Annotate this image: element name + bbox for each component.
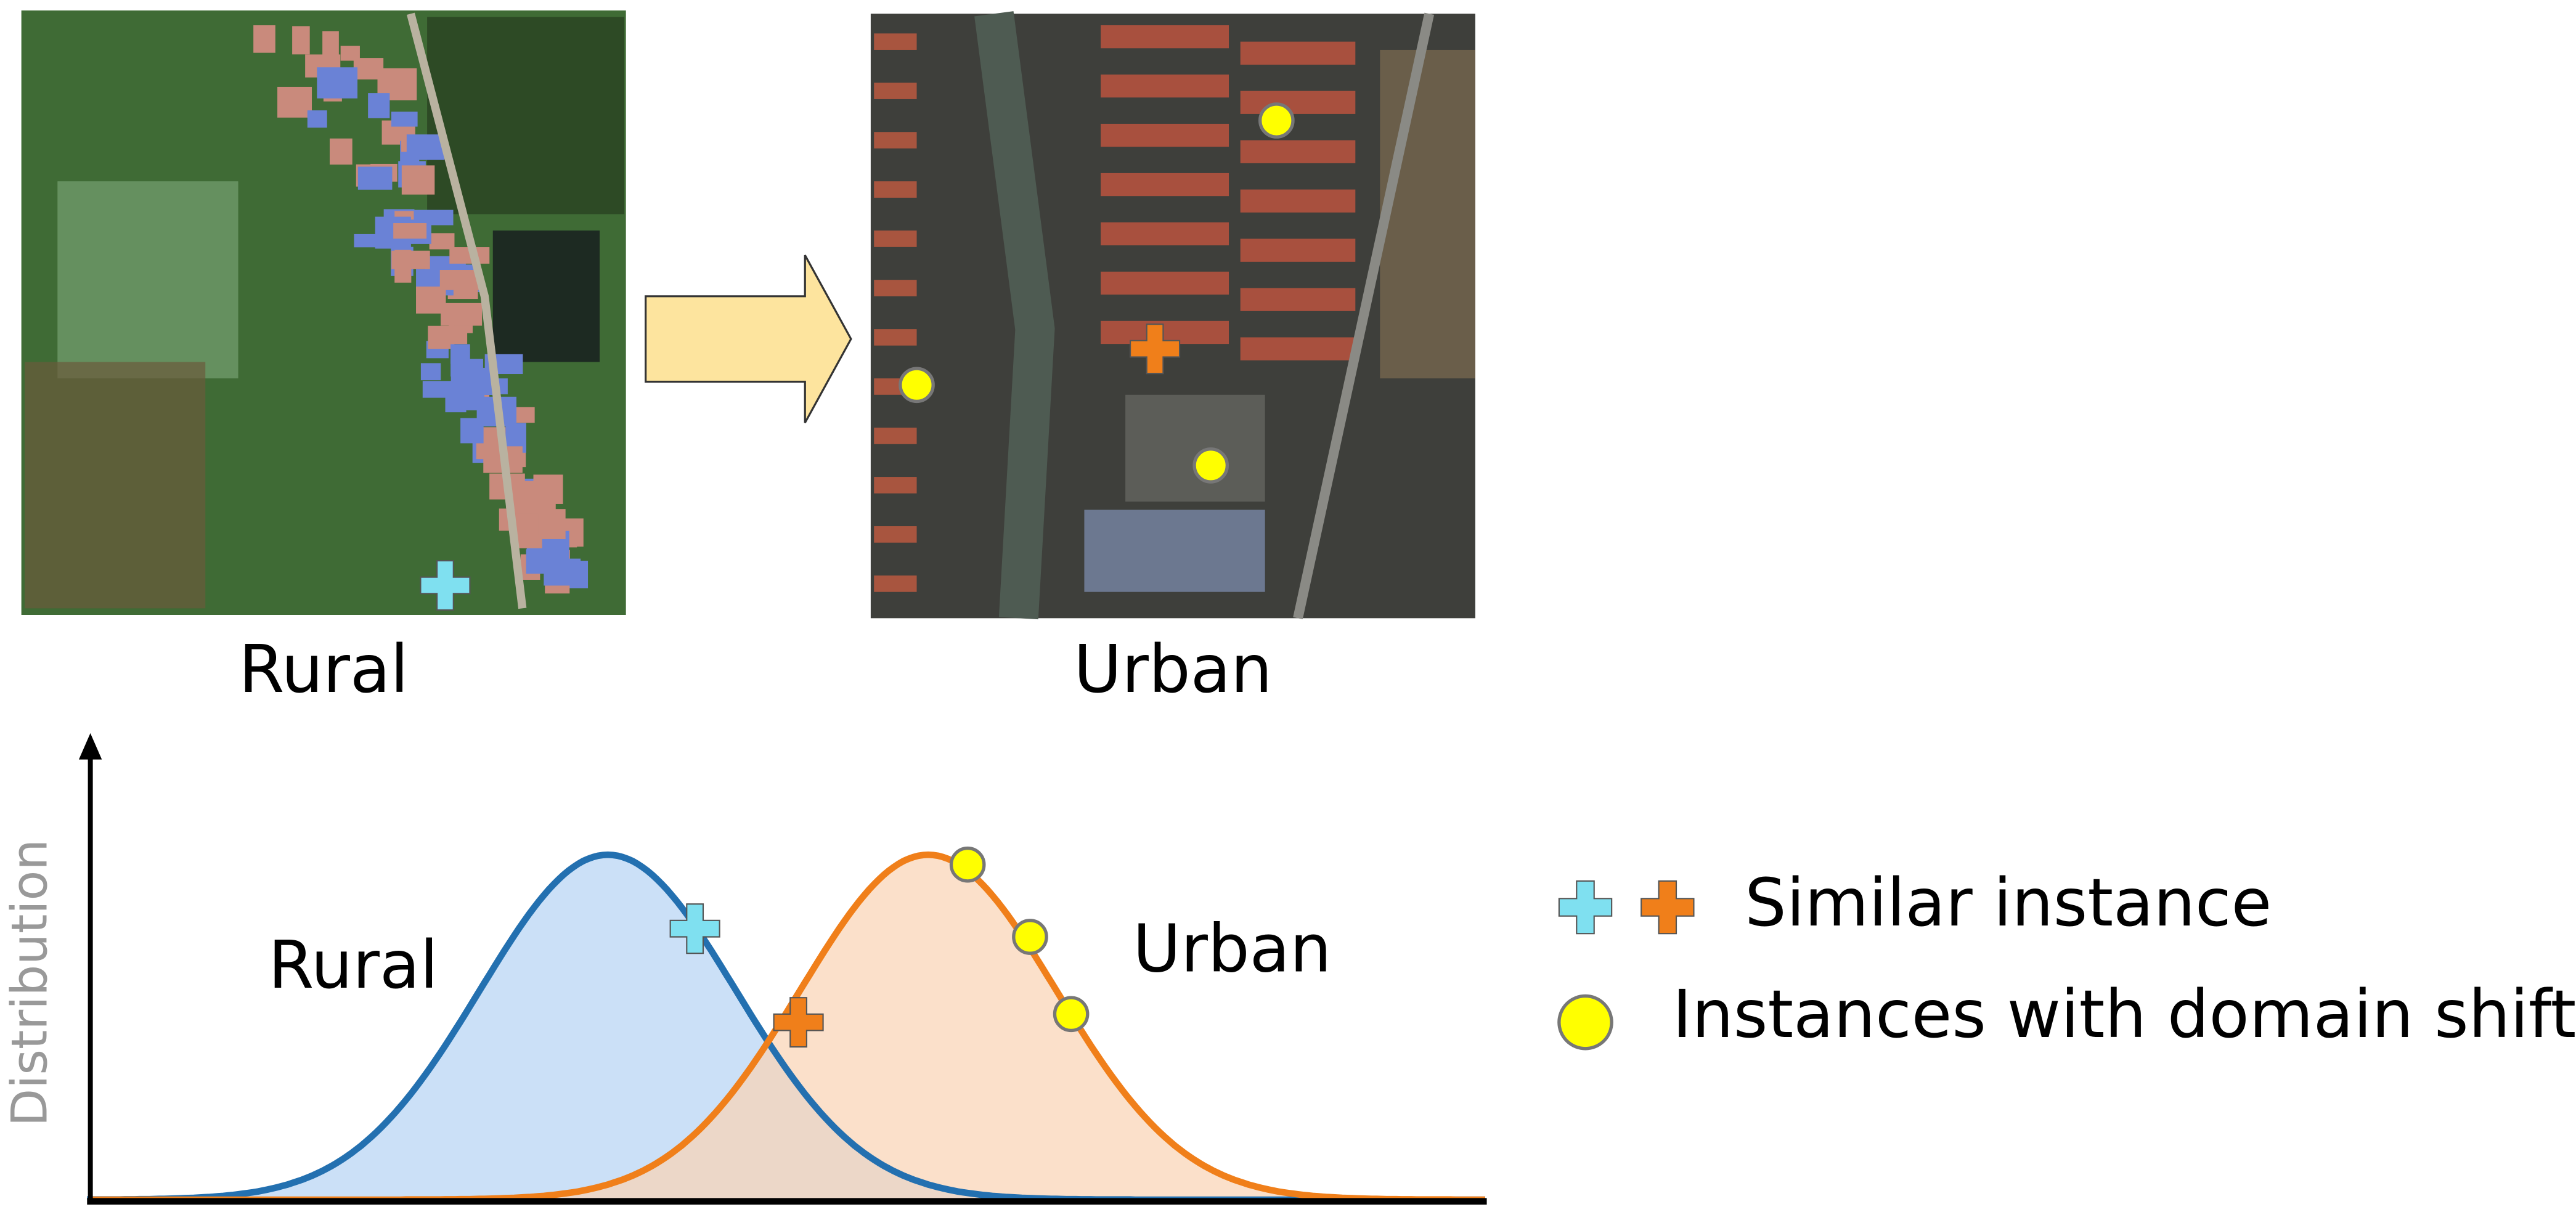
- building: [1125, 394, 1265, 502]
- circle-marker: [1053, 996, 1090, 1033]
- building: [329, 138, 353, 165]
- circle-marker: [1258, 102, 1295, 139]
- building: [874, 83, 917, 99]
- building: [1101, 74, 1229, 98]
- road: [1293, 12, 1435, 620]
- field: [427, 17, 625, 214]
- circle-marker: [949, 846, 986, 883]
- canal: [974, 11, 1055, 620]
- building: [420, 363, 441, 381]
- curve-label: Urban: [1133, 911, 1331, 987]
- image-label: Rural: [238, 632, 409, 708]
- building: [874, 33, 917, 50]
- building: [874, 280, 917, 296]
- curve-label: Rural: [268, 927, 438, 1004]
- building: [368, 93, 390, 118]
- building: [401, 165, 435, 195]
- curve-fill: [90, 855, 1487, 1200]
- building: [1084, 510, 1265, 592]
- building: [526, 549, 558, 574]
- legend-label: Instances with domain shift: [1673, 977, 2576, 1053]
- building: [1240, 238, 1356, 262]
- y-axis-label: Distribution: [1, 839, 58, 1127]
- plus-marker: [1130, 323, 1181, 375]
- building: [460, 418, 484, 444]
- rural-image: [21, 10, 626, 615]
- building: [307, 110, 327, 128]
- building: [322, 31, 339, 57]
- building: [1240, 337, 1356, 360]
- building: [1101, 271, 1229, 295]
- circle-marker: [1192, 447, 1229, 484]
- field: [24, 362, 206, 609]
- markers: [420, 102, 1695, 1051]
- building: [406, 134, 445, 160]
- building: [874, 132, 917, 148]
- building: [277, 86, 312, 118]
- building: [874, 477, 917, 494]
- image-label: Urban: [1074, 632, 1272, 708]
- axis-arrowhead: [78, 733, 102, 760]
- building: [1101, 173, 1229, 197]
- field: [492, 230, 600, 362]
- building: [391, 250, 430, 269]
- building: [1101, 123, 1229, 147]
- circle-marker: [1012, 919, 1048, 955]
- building: [428, 325, 455, 349]
- building: [874, 181, 917, 198]
- field: [57, 181, 238, 379]
- building: [1101, 222, 1229, 246]
- building: [874, 428, 917, 444]
- plus-marker: [1641, 880, 1695, 935]
- circle-marker: [1557, 994, 1613, 1051]
- building: [874, 526, 917, 543]
- building: [874, 575, 917, 592]
- building: [521, 481, 560, 495]
- building: [1240, 140, 1356, 163]
- building: [874, 329, 917, 346]
- building: [1240, 91, 1356, 114]
- plus-marker: [1558, 880, 1613, 935]
- building: [450, 344, 470, 364]
- building: [1101, 25, 1229, 49]
- building: [1240, 288, 1356, 311]
- building: [429, 233, 455, 250]
- building: [391, 112, 418, 127]
- building: [441, 303, 483, 326]
- building: [445, 384, 467, 413]
- plus-marker: [669, 903, 720, 954]
- plus-marker: [773, 997, 824, 1048]
- legend-label: Similar instance: [1745, 865, 2272, 941]
- building: [317, 67, 358, 99]
- field: [1380, 49, 1475, 379]
- circle-marker: [899, 367, 935, 404]
- building: [874, 230, 917, 247]
- building: [1240, 41, 1356, 65]
- building: [1240, 189, 1356, 213]
- arrow: [645, 254, 852, 423]
- building: [253, 25, 275, 53]
- urban-image: [870, 11, 1475, 620]
- building: [357, 166, 393, 190]
- building: [340, 46, 360, 61]
- building: [292, 26, 310, 55]
- building: [416, 287, 446, 314]
- building: [393, 223, 427, 239]
- plus-marker: [420, 559, 471, 611]
- road: [407, 12, 527, 609]
